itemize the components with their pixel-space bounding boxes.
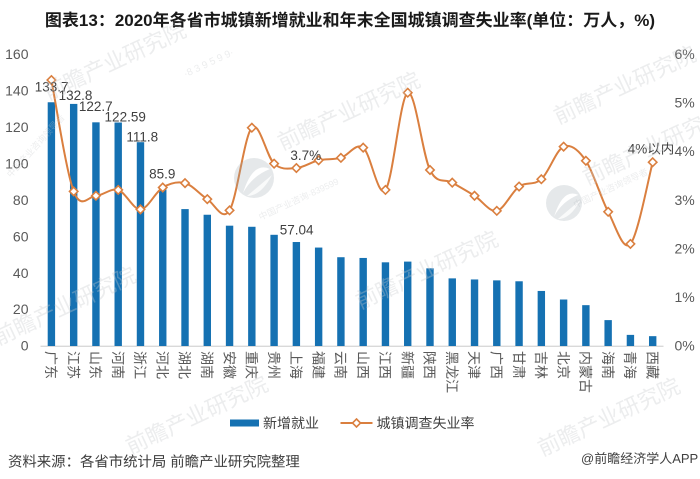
svg-text:111.8: 111.8 bbox=[126, 130, 158, 145]
svg-text:资料来源：各省市统计局 前瞻产业研究院整理: 资料来源：各省市统计局 前瞻产业研究院整理 bbox=[8, 454, 300, 471]
svg-text:青海: 青海 bbox=[622, 351, 638, 379]
svg-text:0: 0 bbox=[21, 338, 29, 354]
svg-text:4%: 4% bbox=[675, 143, 695, 159]
svg-text:120: 120 bbox=[5, 119, 29, 135]
svg-text:海南: 海南 bbox=[600, 351, 616, 379]
svg-text:@前瞻经济学人APP: @前瞻经济学人APP bbox=[581, 451, 698, 466]
svg-text:云南: 云南 bbox=[333, 351, 349, 379]
svg-text:江西: 江西 bbox=[377, 351, 393, 379]
svg-text:1%: 1% bbox=[675, 289, 695, 305]
svg-text:前瞻产业研究院: 前瞻产业研究院 bbox=[550, 41, 700, 129]
svg-text:3.7%: 3.7% bbox=[290, 148, 321, 163]
svg-text:安徽: 安徽 bbox=[221, 351, 237, 379]
svg-text:湖北: 湖北 bbox=[177, 351, 193, 379]
svg-text:5%: 5% bbox=[675, 95, 695, 111]
svg-text:4%以内: 4%以内 bbox=[628, 142, 675, 157]
svg-text:城镇调查失业率: 城镇调查失业率 bbox=[377, 415, 475, 431]
svg-text:图表13：2020年各省市城镇新增就业和年末全国城镇调查失业: 图表13：2020年各省市城镇新增就业和年末全国城镇调查失业率(单位：万人，%) bbox=[45, 11, 655, 30]
svg-text:前瞻产业研究院: 前瞻产业研究院 bbox=[534, 373, 684, 461]
svg-text:40: 40 bbox=[13, 265, 29, 281]
svg-text:160: 160 bbox=[5, 46, 29, 62]
svg-text:吉林: 吉林 bbox=[533, 351, 549, 379]
svg-text:122.7: 122.7 bbox=[79, 99, 113, 114]
svg-text:132.8: 132.8 bbox=[59, 88, 93, 103]
svg-text:80: 80 bbox=[13, 192, 29, 208]
svg-text:85.9: 85.9 bbox=[149, 167, 175, 182]
svg-text:黑龙江: 黑龙江 bbox=[444, 351, 460, 393]
svg-text:上海: 上海 bbox=[288, 351, 304, 379]
svg-text:西藏: 西藏 bbox=[644, 351, 660, 379]
svg-text:新疆: 新疆 bbox=[399, 351, 415, 379]
svg-text:贵州: 贵州 bbox=[266, 351, 282, 379]
svg-text:天津: 天津 bbox=[466, 351, 482, 379]
svg-text:湖南: 湖南 bbox=[199, 351, 215, 379]
svg-text:山西: 山西 bbox=[355, 351, 371, 379]
svg-text:浙江: 浙江 bbox=[132, 351, 148, 379]
svg-text:新增就业: 新增就业 bbox=[263, 415, 319, 431]
svg-text:0%: 0% bbox=[675, 338, 695, 354]
svg-text:57.04: 57.04 bbox=[280, 223, 314, 238]
svg-text:陕西: 陕西 bbox=[422, 351, 438, 379]
svg-text:河北: 河北 bbox=[154, 351, 170, 379]
svg-text:前瞻产业研究院: 前瞻产业研究院 bbox=[40, 17, 190, 105]
svg-text:内蒙古: 内蒙古 bbox=[578, 351, 594, 393]
svg-text:2%: 2% bbox=[675, 240, 695, 256]
svg-text:122.59: 122.59 bbox=[105, 110, 146, 125]
svg-text:140: 140 bbox=[5, 82, 29, 98]
svg-text:河南: 河南 bbox=[110, 351, 126, 379]
svg-text:前瞻产业研究院: 前瞻产业研究院 bbox=[122, 371, 272, 459]
svg-text:甘肃: 甘肃 bbox=[511, 351, 527, 379]
svg-text:·8 3 9 5 9 9·: ·8 3 9 5 9 9· bbox=[182, 47, 236, 80]
svg-text:广东: 广东 bbox=[43, 351, 59, 379]
svg-text:重庆: 重庆 bbox=[244, 351, 260, 379]
svg-text:20: 20 bbox=[13, 301, 29, 317]
svg-text:60: 60 bbox=[13, 228, 29, 244]
svg-text:6%: 6% bbox=[675, 46, 695, 62]
svg-text:福建: 福建 bbox=[310, 351, 326, 379]
svg-text:山东: 山东 bbox=[88, 351, 104, 379]
svg-text:广西: 广西 bbox=[489, 351, 505, 379]
svg-text:3%: 3% bbox=[675, 192, 695, 208]
svg-text:北京: 北京 bbox=[555, 351, 571, 379]
svg-text:江苏: 江苏 bbox=[65, 351, 81, 379]
svg-text:100: 100 bbox=[5, 155, 29, 171]
svg-text:133.7: 133.7 bbox=[35, 80, 69, 95]
